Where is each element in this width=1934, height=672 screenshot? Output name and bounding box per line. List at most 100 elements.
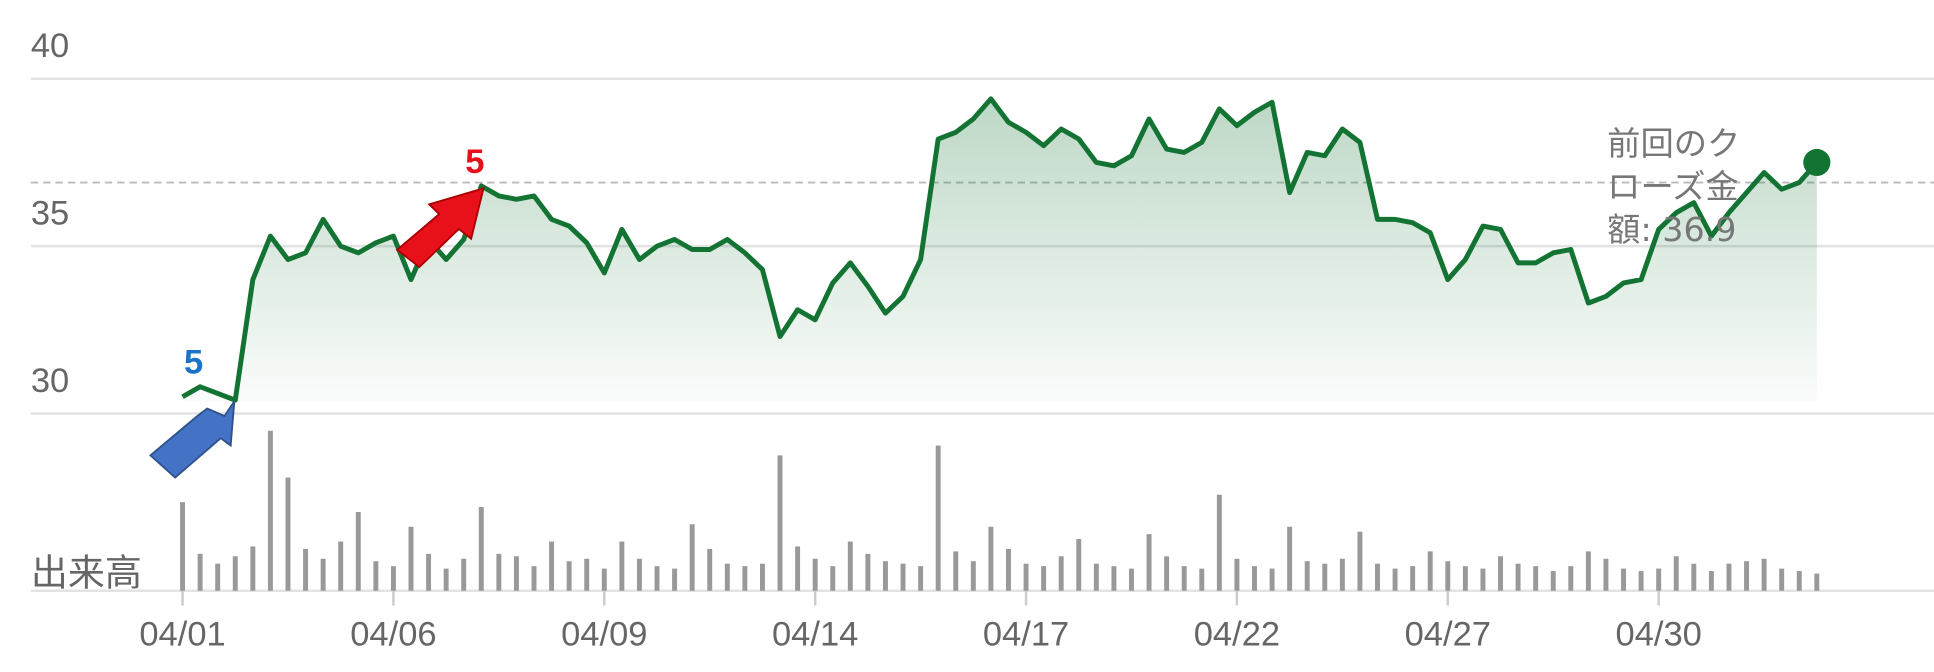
volume-bar [724,563,730,591]
volume-bar [1216,494,1222,591]
volume-bar [1515,563,1521,591]
volume-bar [865,553,871,591]
volume-bar [970,561,976,591]
volume-bar [1603,558,1609,591]
volume-bar [320,558,326,591]
volume-bar [759,563,765,591]
volume-bar [1392,568,1398,591]
annotation-arrow [395,186,485,269]
volume-bar [1462,566,1468,591]
volume-bar [1726,563,1732,591]
volume-bar [830,566,836,591]
volume-bar [900,563,906,591]
volume-bar [1480,568,1486,591]
volume-bar [1339,558,1345,591]
volume-bar [1550,571,1556,591]
volume-bar [373,561,379,591]
volume-bar [777,455,783,591]
volume-bar [1498,556,1503,591]
volume-bar [1041,566,1047,591]
volume-bar [478,507,484,591]
volume-bar [1304,561,1310,591]
annotation-label: 5 [184,343,203,381]
prev-close-text: 前回のクローズ金額: 36.9 [1607,123,1755,252]
volume-bar [513,556,519,591]
volume-bar [549,541,555,591]
x-tick-label: 04/30 [1615,615,1701,653]
volume-bar [882,561,888,591]
volume-bar [355,512,361,591]
volume-bar [408,526,414,591]
x-tick-label: 04/27 [1405,615,1491,653]
volume-bar [953,551,959,591]
volume-bar [338,541,344,591]
volume-bar [180,502,186,591]
volume-bar [689,524,695,591]
prev-close-value: 36.9 [1662,211,1737,250]
volume-bar [1533,566,1539,591]
volume-bar [742,566,748,591]
volume-bar [1410,566,1416,591]
volume-bar [584,558,590,591]
volume-bar [935,445,941,591]
volume-bar [197,553,203,591]
volume-bar [1287,526,1293,591]
volume-bar [1093,563,1099,591]
x-tick-label: 04/22 [1194,615,1280,653]
volume-bar [1129,568,1134,591]
prev-close-label: 前回のクローズ金額: [1607,125,1741,250]
volume-bar [1656,568,1662,591]
annotation-label: 5 [465,143,484,181]
volume-bar [390,566,396,591]
last-point [1803,148,1831,176]
volume-bar [531,566,537,591]
volume-bar [1269,568,1275,591]
x-tick-label: 04/09 [561,615,647,653]
volume-bar [250,546,256,591]
volume-bar [636,558,642,591]
annotation-arrow [149,400,236,479]
x-tick-label: 04/01 [139,615,225,653]
volume-bar [232,556,238,591]
x-tick-label: 04/06 [350,615,436,653]
volume-bar [795,546,801,591]
volume-bar [1375,563,1380,591]
volume-bar [1357,531,1363,591]
y-tick-label: 40 [31,27,69,65]
volume-bar [654,566,660,591]
volume-bar [1181,566,1187,591]
volume-bar [707,548,713,591]
volume-bar [1076,539,1082,591]
volume-bar [1252,566,1257,591]
volume-bar [1673,556,1679,591]
volume-bar [426,553,432,591]
y-tick-label: 30 [31,362,69,400]
prev-close-box: 前回のクローズ金額: 36.9 [1607,123,1755,252]
volume-bar [267,430,273,591]
volume-bar [1445,561,1451,591]
price-line [181,96,1819,403]
volume-bar [619,541,625,591]
volume-bar [285,477,291,591]
volume-bar [1621,568,1626,591]
volume-bar [1568,566,1574,591]
volume-bar [1006,548,1011,591]
volume-bar [1761,558,1767,591]
volume-bar [988,526,994,591]
volume-bar [1814,573,1820,591]
x-tick-label: 04/14 [772,615,858,653]
volume-bar [1427,551,1433,591]
volume-bar [1779,568,1785,591]
volume-bar [918,566,924,591]
volume-bar [1058,556,1064,591]
volume-bar [1796,571,1802,591]
volume-bar [1638,571,1644,591]
volume-label: 出来高 [31,553,142,594]
volume-bar [1691,563,1697,591]
price-area [182,98,1817,402]
volume-bar [1234,558,1240,591]
volume-bar [1164,556,1170,591]
volume-bar [1111,566,1117,591]
volume-bar [443,568,449,591]
volume-bar [812,558,818,591]
